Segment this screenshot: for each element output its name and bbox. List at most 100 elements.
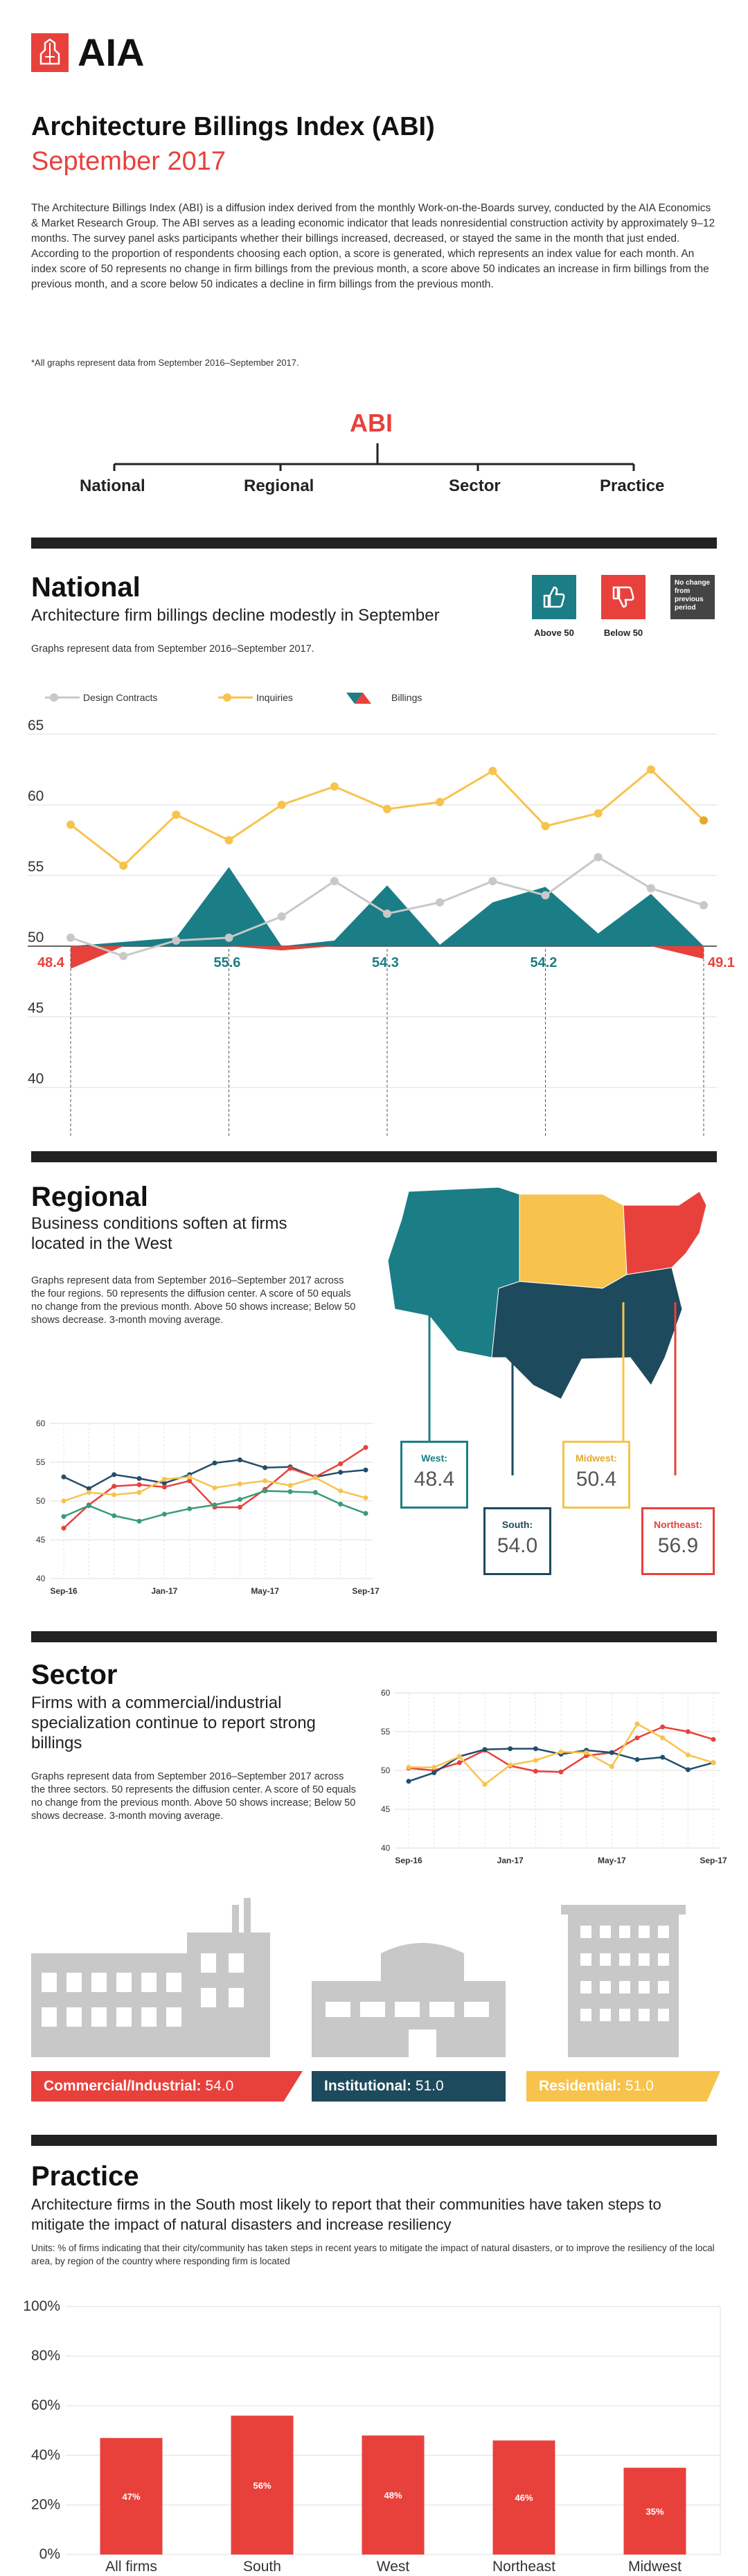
- series-point: [456, 1760, 462, 1766]
- regional-subtitle: Business conditions soften at firms loca…: [31, 1214, 287, 1253]
- section-divider: [31, 1631, 717, 1642]
- west-value: 48.4: [413, 1468, 455, 1491]
- design-contracts-point: [383, 909, 391, 918]
- inquiries-point: [119, 861, 128, 870]
- inquiries-point: [700, 816, 708, 825]
- series-point: [508, 1762, 513, 1768]
- series-point: [237, 1504, 242, 1510]
- y-tick-label: 80%: [31, 2348, 60, 2364]
- series-point: [533, 1746, 538, 1752]
- x-tick-label: Jan-17: [497, 1856, 524, 1865]
- inquiries-point: [66, 820, 75, 829]
- y-tick-label: 55: [36, 1457, 46, 1467]
- national-chart: 40455055606548.455.654.354.249.1Sep-16Oc…: [28, 718, 735, 1136]
- bar-value-label: 56%: [253, 2480, 271, 2491]
- design-contracts-point: [119, 952, 128, 961]
- practice-subtitle: Architecture firms in the South most lik…: [31, 2196, 661, 2233]
- x-category-label: Northeast: [492, 2559, 555, 2573]
- x-tick-label: May-17: [598, 1856, 626, 1865]
- billings-data-label: 54.2: [531, 955, 558, 970]
- design-contracts-point: [646, 884, 655, 893]
- series-point: [61, 1513, 66, 1519]
- y-tick-label: 60: [28, 788, 44, 804]
- series-point: [363, 1467, 368, 1473]
- series-point: [187, 1478, 193, 1484]
- institutional-banner: Institutional: 51.0: [312, 2071, 506, 2102]
- series-point: [685, 1729, 691, 1734]
- design-contracts-point: [436, 898, 445, 907]
- series-point: [584, 1750, 589, 1755]
- series-point: [112, 1513, 117, 1518]
- y-tick-label: 60: [36, 1419, 46, 1428]
- series-point: [312, 1490, 318, 1495]
- y-tick-label: 40: [381, 1843, 391, 1853]
- tree-sector: Sector: [449, 477, 501, 495]
- intro-footnote: *All graphs represent data from Septembe…: [31, 357, 299, 368]
- series-point: [237, 1457, 242, 1463]
- inquiries-point: [224, 836, 233, 844]
- series-point: [338, 1461, 344, 1466]
- bar: [231, 2415, 294, 2555]
- series-point: [287, 1466, 293, 1471]
- tree-practice: Practice: [600, 477, 665, 495]
- commercial-value: 54.0: [205, 2078, 234, 2094]
- below-50-icon: [601, 575, 645, 619]
- intro-paragraph: The Architecture Billings Index (ABI) is…: [31, 202, 715, 290]
- series-point: [161, 1511, 167, 1517]
- us-region-map: [387, 1187, 707, 1400]
- y-tick-label: 45: [28, 1000, 44, 1016]
- series-point: [363, 1495, 368, 1501]
- series-point: [237, 1497, 242, 1502]
- sector-title: Sector: [31, 1660, 118, 1690]
- west-label: West:: [421, 1453, 447, 1464]
- series-point: [482, 1747, 488, 1752]
- series-point: [212, 1502, 217, 1508]
- sector-subtitle: Firms with a commercial/industrial speci…: [31, 1694, 316, 1752]
- abi-root: ABI: [350, 409, 393, 437]
- series-point: [363, 1511, 368, 1516]
- sector-note: Graphs represent data from September 201…: [31, 1771, 356, 1822]
- x-category-label: All firms: [105, 2559, 157, 2573]
- billings-data-label: 55.6: [214, 955, 241, 970]
- series-point: [237, 1481, 242, 1486]
- national-subtitle: Architecture firm billings decline modes…: [31, 606, 440, 625]
- bar-value-label: 48%: [384, 2490, 402, 2501]
- residential-value: 51.0: [625, 2078, 654, 2094]
- series-point: [338, 1501, 344, 1507]
- residential-banner: Residential: 51.0: [526, 2071, 720, 2102]
- aia-logo-mark: [31, 33, 69, 72]
- tree-regional: Regional: [244, 477, 314, 495]
- bar: [100, 2437, 163, 2555]
- bar-value-label: 35%: [645, 2506, 664, 2516]
- design-contracts-point: [541, 891, 550, 900]
- legend-inquiries: Inquiries: [256, 692, 293, 703]
- regional-title: Regional: [31, 1182, 148, 1212]
- series-point: [136, 1476, 142, 1482]
- inquiries-line: [70, 767, 705, 867]
- design-contracts-point: [277, 912, 286, 921]
- y-tick-label: 45: [36, 1535, 46, 1545]
- y-tick-label: 50: [28, 930, 44, 945]
- tree-national: National: [80, 477, 145, 495]
- region-northeast-box: Northeast: 56.9: [641, 1507, 715, 1575]
- inquiries-point: [646, 765, 655, 774]
- legend-billings: Billings: [391, 692, 422, 703]
- practice-chart: 0% 20% 40% 60% 80% 100% 47% All firms 56% South 48…: [23, 2298, 721, 2573]
- series-point: [136, 1482, 142, 1487]
- y-tick-label: 60: [381, 1688, 391, 1698]
- map-connectors: [428, 1302, 677, 1475]
- design-contracts-point: [66, 933, 75, 942]
- y-tick-label: 65: [28, 718, 44, 734]
- no-change-badge: No change from previous period: [670, 575, 715, 619]
- sector-chart: 40 45 50 55 60 Sep-16 Jan-17 May-17 Sep-17: [381, 1688, 727, 1865]
- above-50-label: Above 50: [534, 628, 574, 638]
- inquiries-point: [541, 821, 550, 830]
- above-50-icon: [532, 575, 576, 619]
- series-point: [212, 1460, 217, 1466]
- y-tick-label: 50: [36, 1496, 46, 1506]
- series-point: [262, 1478, 268, 1484]
- series-point: [685, 1752, 691, 1758]
- x-tick-label: Jan-17: [151, 1586, 177, 1596]
- series-point: [685, 1767, 691, 1773]
- design-contracts-point: [700, 900, 708, 909]
